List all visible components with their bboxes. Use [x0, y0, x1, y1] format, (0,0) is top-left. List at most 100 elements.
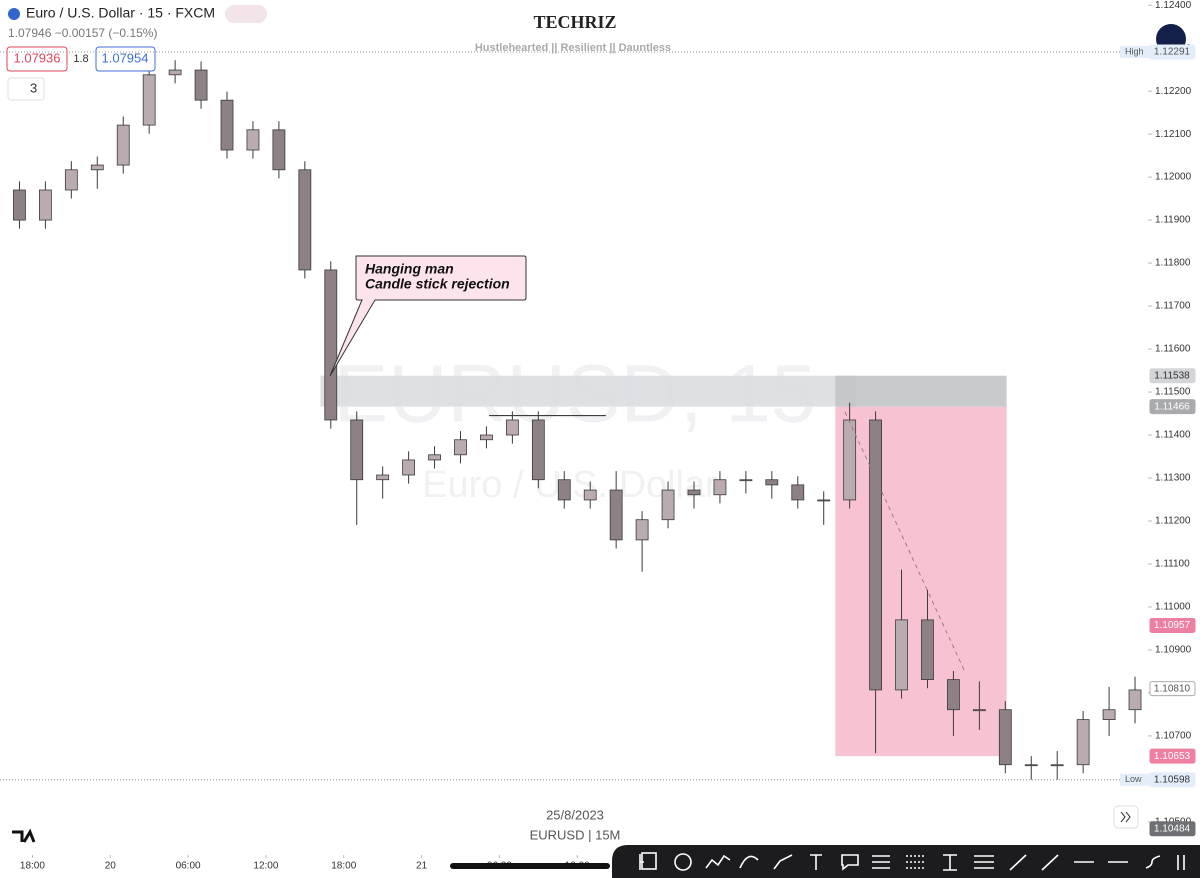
ask-box[interactable]: [95, 46, 156, 72]
candle-body: [194, 69, 208, 101]
y-tick-label: 1.10700: [1155, 731, 1192, 742]
y-tick-label: 1.12000: [1155, 172, 1192, 183]
tool-icon[interactable]: [810, 854, 822, 870]
brand: TECHRIZ: [533, 12, 616, 32]
tool-icon[interactable]: [1177, 855, 1185, 870]
candle-body: [116, 124, 130, 166]
candle-body: [1128, 689, 1142, 711]
price-tag: [1149, 617, 1196, 633]
candle-body: [376, 474, 390, 481]
candle-body: [661, 489, 675, 521]
y-tick-label: 1.12200: [1155, 86, 1192, 97]
x-tick-label: 18:00: [331, 861, 356, 872]
price-tag-label: 1.11538: [1154, 370, 1190, 381]
scroll-button[interactable]: [1113, 805, 1139, 829]
y-tick-label: 1.11200: [1155, 516, 1191, 527]
y-tick-label: 1.12100: [1155, 129, 1192, 140]
candle-body: [220, 99, 234, 151]
chevrons: [1120, 811, 1131, 823]
spread: 1.8: [73, 53, 88, 65]
tool-icon[interactable]: [841, 854, 859, 871]
price-tag: [1149, 821, 1196, 837]
y-tick-label: 1.11300: [1155, 473, 1191, 484]
tool-icon[interactable]: [773, 854, 793, 870]
tool-icon[interactable]: [974, 855, 994, 869]
tool-icon[interactable]: [1041, 854, 1059, 871]
price-tag: [1149, 399, 1196, 415]
candle-body: [1102, 709, 1116, 720]
candle-body: [713, 479, 727, 496]
y-tick-label: 1.11700: [1155, 301, 1191, 312]
tool-icon[interactable]: [1009, 854, 1027, 871]
annotation: Hanging man Candle stick rejection: [329, 255, 527, 377]
price-tag: [1149, 44, 1196, 60]
candle-body: [557, 479, 571, 501]
bid-box[interactable]: [6, 46, 68, 72]
price-tag-label: 1.12291: [1154, 47, 1191, 58]
candle-body: [609, 489, 623, 541]
candle-body: [402, 459, 416, 476]
toolbar: [612, 845, 1200, 878]
tool-icon[interactable]: [705, 854, 731, 869]
tool-icon[interactable]: [674, 853, 692, 871]
tool-icon[interactable]: [943, 854, 957, 871]
candle-body: [298, 169, 312, 271]
tool-icon[interactable]: [641, 852, 657, 870]
price-tag-label: 1.10653: [1154, 751, 1191, 762]
x-tick-label: 06:00: [176, 861, 201, 872]
candle-body: [739, 479, 753, 482]
candle-body: [90, 164, 104, 171]
y-tick-label: 1.11900: [1155, 215, 1191, 226]
x-tick-label: 18:00: [20, 861, 45, 872]
candle-body: [505, 419, 519, 436]
logo: [12, 828, 36, 843]
y-tick-label: 1.11600: [1155, 344, 1191, 355]
annotation-line: Candle stick rejection: [365, 276, 510, 292]
candle-body: [324, 269, 338, 421]
candle-body: [869, 419, 882, 691]
y-tick-label: 1.11800: [1155, 258, 1191, 269]
candle-body: [895, 619, 908, 691]
tool-icon[interactable]: [872, 855, 890, 869]
candle-body: [765, 479, 779, 486]
price-tag-label: 1.10957: [1154, 620, 1191, 631]
x-tick-label: 21: [416, 861, 428, 872]
indicator-count: 3: [30, 80, 37, 95]
price-change: 1.07946 −0.00157 (−0.15%): [8, 26, 157, 40]
candle-body: [972, 709, 986, 712]
symbol: Euro / U.S. Dollar · 15 · FXCM: [26, 5, 215, 21]
candle-body: [921, 619, 934, 681]
candle-body: [39, 189, 52, 221]
tool-icon[interactable]: [906, 855, 924, 869]
candle-body: [998, 709, 1012, 766]
candle-body: [1076, 719, 1090, 766]
tool-icon[interactable]: [1145, 855, 1161, 869]
y-tick-label: 1.10900: [1155, 645, 1192, 656]
extreme-tag-name: High: [1125, 46, 1144, 56]
candle-body: [583, 489, 597, 501]
candle-body: [454, 439, 467, 456]
candle-body: [843, 419, 857, 501]
price-tag: [1149, 681, 1196, 697]
candle-body: [272, 129, 286, 171]
candle-body: [1050, 764, 1064, 767]
y-tick-label: 1.11500: [1155, 387, 1191, 398]
bid: 1.07936: [14, 50, 61, 65]
price-tag: [1149, 368, 1196, 384]
annotation-line: Hanging man: [365, 261, 454, 277]
tool-icon[interactable]: [739, 855, 759, 869]
motto: Hustlehearted || Resilient || Dauntless: [475, 42, 671, 54]
candle-body: [791, 484, 805, 501]
candle-body: [480, 434, 493, 441]
indicator-toggle[interactable]: [7, 77, 45, 101]
ask: 1.07954: [102, 50, 149, 65]
price-tag-label: 1.11466: [1154, 401, 1190, 412]
footer-symbol: EURUSD | 15M: [530, 827, 621, 842]
zone: [835, 406, 1007, 757]
candle-body: [13, 189, 26, 221]
price-tag: [1149, 748, 1196, 764]
zone: [320, 375, 857, 407]
y-tick-label: 1.12400: [1155, 0, 1192, 11]
home-indicator: [450, 863, 610, 869]
